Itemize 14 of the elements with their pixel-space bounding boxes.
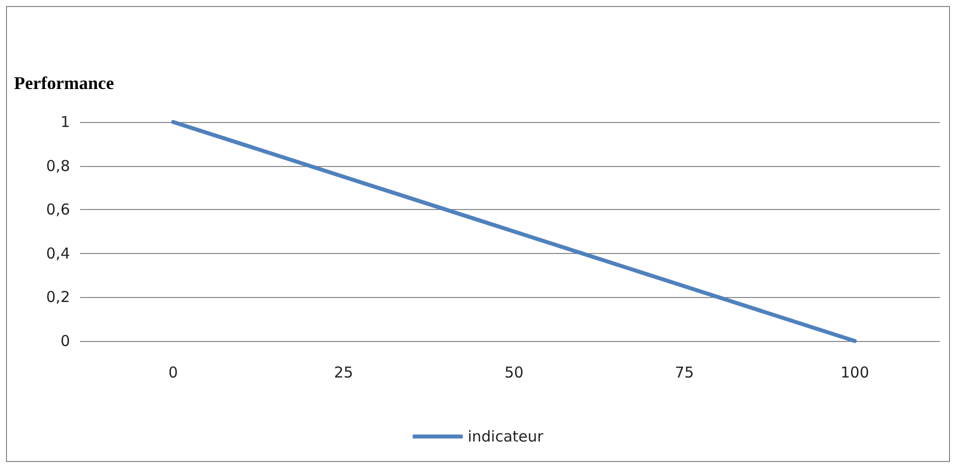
y-tick-label: 0 — [60, 332, 70, 350]
y-tick-label: 0,8 — [46, 156, 70, 175]
y-tick-label: 0,6 — [46, 200, 70, 219]
x-tick-label: 0 — [168, 364, 178, 382]
y-tick-label: 0,4 — [46, 244, 70, 262]
y-axis-title: Performance — [14, 73, 114, 93]
x-tick-label: 100 — [840, 364, 870, 382]
x-tick-label: 75 — [674, 364, 694, 382]
x-tick-label: 25 — [334, 364, 354, 382]
legend-label: indicateur — [468, 428, 544, 446]
line-series — [171, 120, 857, 343]
y-tick-label: 0,2 — [46, 288, 70, 306]
y-tick-label: 1 — [60, 113, 70, 131]
x-tick-label: 50 — [504, 364, 524, 382]
